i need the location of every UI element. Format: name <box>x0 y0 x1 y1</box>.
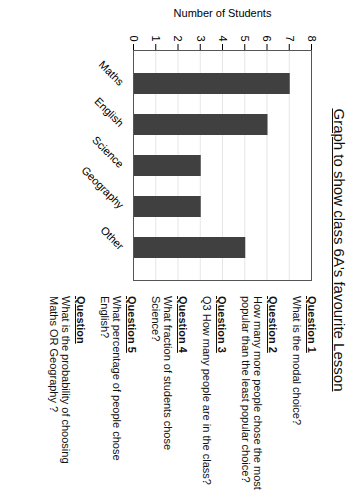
svg-text:English: English <box>92 95 126 129</box>
html-text:What is the probability of cho: What is the probability of choosing Math… <box>48 296 72 464</box>
html-text:Q3 How many people are in the: Q3 How many people are in the class? <box>201 296 213 485</box>
svg-text:Maths: Maths <box>97 58 127 88</box>
svg-text:3: 3 <box>195 35 207 41</box>
html-text:Question: Question <box>75 296 87 344</box>
svg-text:7: 7 <box>284 35 296 41</box>
svg-text:Science: Science <box>90 134 126 170</box>
svg-text:0: 0 <box>128 35 140 41</box>
html-text:How many more people chose the: How many more people chose the most popu… <box>240 296 264 490</box>
html-text:Graph to show class 6A's favou: Graph to show class 6A's favourite Lesso… <box>331 108 348 392</box>
svg-text:1: 1 <box>150 35 162 41</box>
svg-text:8: 8 <box>306 35 318 41</box>
html-text:What fraction of students chos: What fraction of students chose Science? <box>150 296 174 451</box>
html-text:What percentage of people chos: What percentage of people chose English? <box>99 296 123 461</box>
html-text:Question 4: Question 4 <box>177 296 189 353</box>
svg-text:Number of Students: Number of Students <box>174 7 272 19</box>
svg-text:4: 4 <box>217 35 229 41</box>
svg-text:2: 2 <box>172 35 184 41</box>
html-text:Question 3: Question 3 <box>216 296 228 353</box>
html-text:What is the modal choice?: What is the modal choice? <box>291 296 303 425</box>
svg-text:Geography: Geography <box>79 164 126 211</box>
html-text:Question 5: Question 5 <box>126 296 138 353</box>
html-text:Question 1: Question 1 <box>306 296 318 353</box>
svg-text:Other: Other <box>98 224 126 252</box>
svg-text:5: 5 <box>239 35 251 41</box>
svg-text:6: 6 <box>261 35 273 41</box>
html-text:Question 2: Question 2 <box>267 296 279 353</box>
